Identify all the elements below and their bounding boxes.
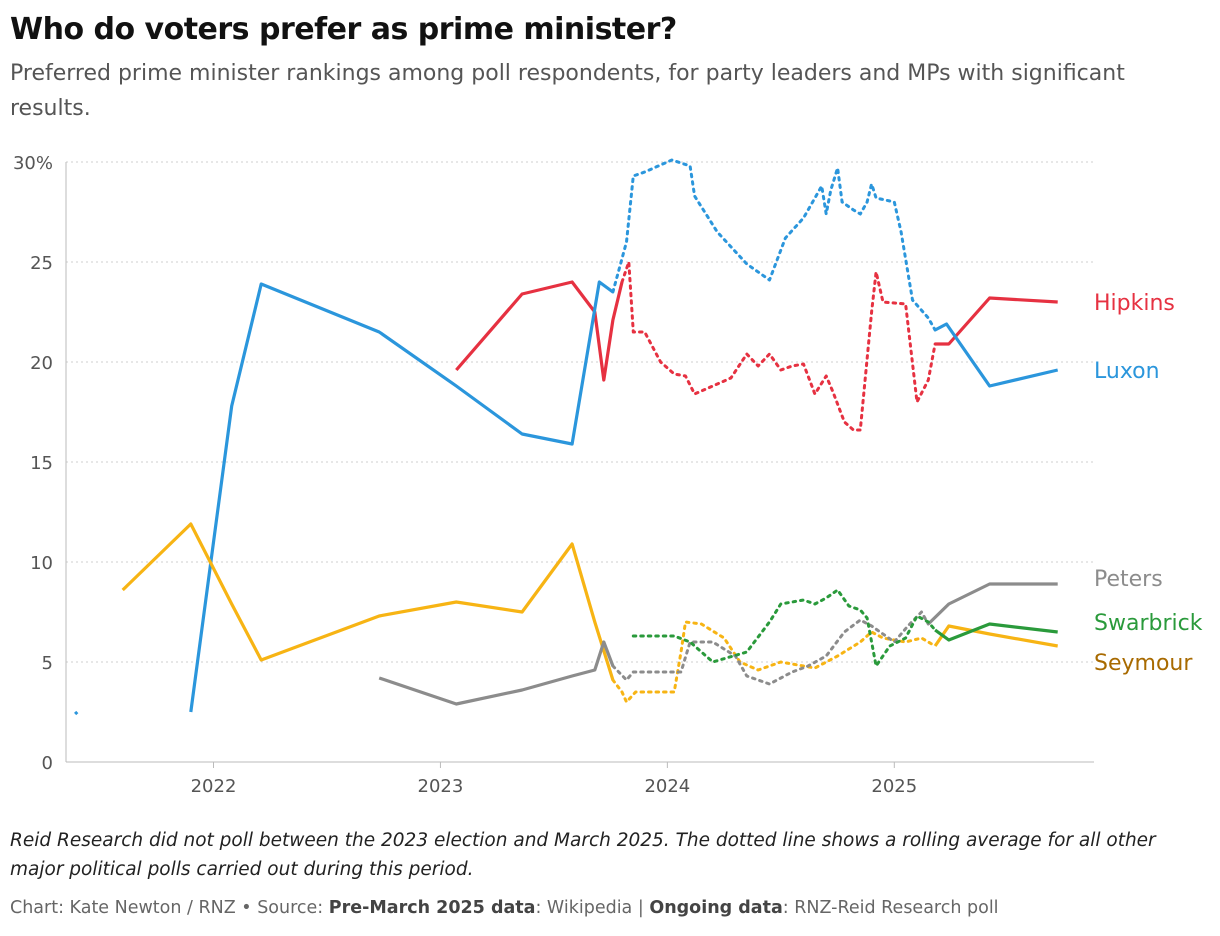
x-tick-label: 2025	[871, 776, 917, 797]
series-lines	[74, 158, 1059, 716]
series-labels: Hipkins Luxon Seymour Peters Swarbrick	[1094, 291, 1203, 676]
swarbrick-dotted-line	[631, 588, 937, 668]
luxon-line	[74, 710, 79, 716]
gridlines	[66, 161, 1094, 663]
y-tick-label: 0	[42, 753, 53, 774]
credit-author: Chart: Kate Newton / RNZ	[10, 898, 236, 918]
x-axis: 2022 2023 2024 2025	[66, 761, 1094, 797]
y-tick-label: 5	[42, 653, 53, 674]
luxon-line	[934, 322, 1059, 388]
y-tick-label: 15	[30, 453, 53, 474]
y-tick-label: 30%	[13, 153, 53, 174]
x-tick-label: 2024	[644, 776, 690, 797]
hipkins-label: Hipkins	[1094, 291, 1175, 316]
y-tick-label: 10	[30, 553, 53, 574]
y-tick-label: 25	[30, 253, 53, 274]
peters-line	[378, 640, 615, 706]
seymour-label: Seymour	[1094, 651, 1193, 676]
chart-title: Who do voters prefer as prime minister?	[10, 12, 677, 47]
y-axis: 0 5 10 15 20 25 30%	[13, 153, 67, 774]
peters-line	[927, 582, 1058, 626]
peters-dotted-line	[611, 610, 930, 686]
x-tick-label: 2022	[191, 776, 237, 797]
chart-credit: Chart: Kate Newton / RNZ • Source: Pre-M…	[10, 898, 999, 918]
credit-ongoing-label: Ongoing data	[649, 898, 783, 918]
chart-note: Reid Research did not poll between the 2…	[10, 830, 1156, 880]
y-tick-label: 20	[30, 353, 53, 374]
credit-source-label: Source:	[257, 898, 324, 918]
swarbrick-label: Swarbrick	[1094, 611, 1203, 636]
luxon-dotted-line	[611, 158, 937, 332]
credit-pre-source: : Wikipedia	[535, 898, 633, 918]
peters-label: Peters	[1094, 567, 1163, 592]
x-tick-label: 2023	[418, 776, 464, 797]
credit-pre-label: Pre-March 2025 data	[328, 898, 536, 918]
chart-subtitle: Preferred prime minister rankings among …	[10, 61, 1125, 121]
luxon-label: Luxon	[1094, 359, 1160, 384]
seymour-line	[121, 522, 615, 681]
credit-ongoing-source: : RNZ-Reid Research poll	[782, 898, 999, 918]
luxon-line	[189, 280, 614, 713]
hipkins-dotted-line	[620, 260, 937, 432]
swarbrick-line	[934, 622, 1058, 642]
seymour-dotted-line	[611, 620, 937, 704]
hipkins-line	[935, 296, 1058, 346]
